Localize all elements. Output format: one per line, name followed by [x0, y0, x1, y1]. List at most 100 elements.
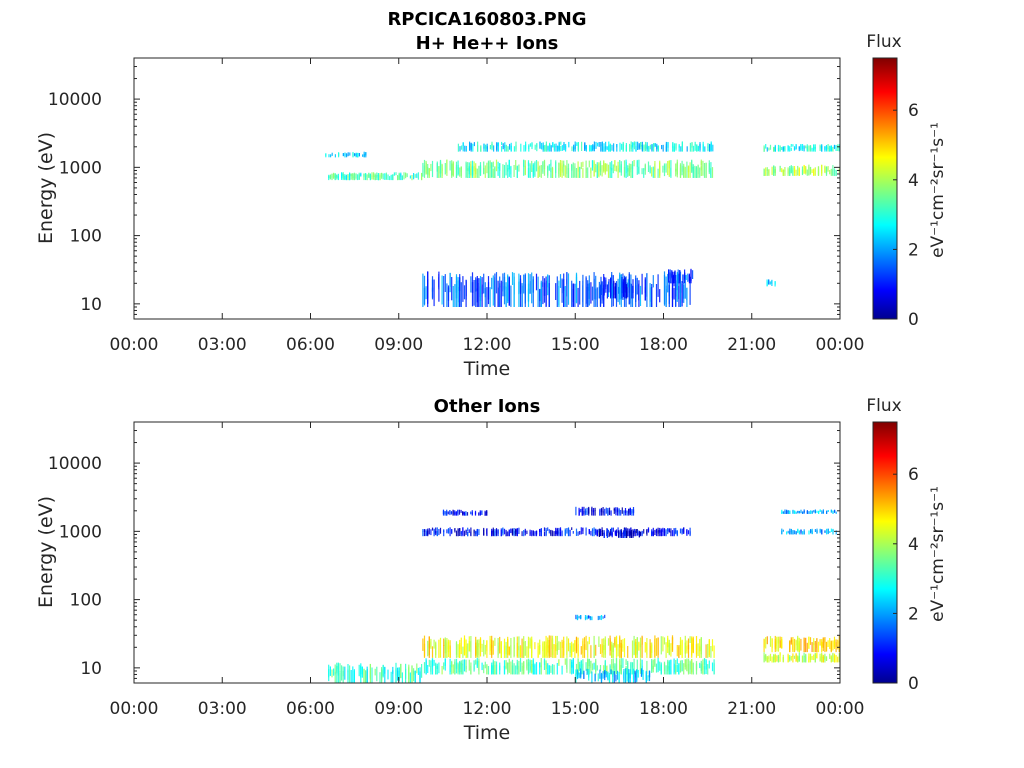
flux-streak: [523, 145, 525, 152]
flux-streak: [835, 530, 837, 535]
flux-streak: [455, 642, 458, 658]
flux-streak: [700, 637, 702, 655]
flux-streak: [450, 512, 453, 515]
flux-streak: [787, 510, 789, 514]
flux-streak: [555, 143, 557, 148]
flux-streak: [652, 275, 654, 288]
flux-streak: [411, 665, 413, 683]
flux-streak: [374, 173, 376, 181]
flux-streak: [421, 175, 423, 180]
flux-streak: [443, 276, 445, 307]
flux-streak: [551, 639, 554, 649]
flux-band: [328, 662, 423, 683]
flux-streak: [599, 166, 602, 176]
flux-streak: [622, 530, 624, 535]
flux-streak: [425, 162, 427, 175]
flux-streak: [605, 277, 607, 287]
flux-streak: [569, 529, 571, 537]
flux-streak: [606, 146, 608, 150]
flux-streak: [800, 511, 802, 514]
flux-streak: [830, 528, 832, 532]
flux-streak: [344, 174, 346, 181]
flux-streak: [811, 642, 813, 652]
flux-streak: [803, 165, 805, 174]
flux-streak: [507, 164, 509, 172]
flux-streak: [539, 165, 541, 177]
flux-streak: [489, 167, 491, 178]
flux-streak: [644, 164, 646, 171]
flux-streak: [433, 659, 435, 666]
flux-streak: [423, 662, 426, 674]
flux-streak: [637, 669, 639, 678]
flux-streak: [619, 529, 621, 534]
flux-streak: [638, 145, 640, 150]
flux-streak: [601, 165, 603, 177]
flux-streak: [668, 528, 670, 532]
flux-streak: [342, 666, 344, 677]
flux-streak: [646, 660, 648, 675]
flux-streak: [813, 642, 815, 653]
flux-streak: [534, 642, 536, 650]
flux-streak: [646, 146, 648, 150]
flux-streak: [521, 531, 523, 537]
flux-streak: [494, 529, 496, 537]
flux-streak: [708, 640, 710, 658]
flux-streak: [611, 531, 613, 536]
flux-streak: [381, 173, 383, 178]
flux-streak: [598, 531, 600, 537]
flux-streak: [497, 166, 499, 176]
flux-streak: [600, 276, 602, 292]
flux-streak: [571, 665, 573, 675]
flux-streak: [636, 659, 638, 673]
flux-streak: [588, 636, 590, 645]
flux-streak: [813, 638, 815, 646]
flux-streak: [486, 640, 488, 648]
flux-streak: [683, 663, 685, 675]
flux-streak: [487, 166, 490, 178]
flux-streak: [644, 277, 646, 293]
flux-streak: [458, 509, 461, 515]
flux-streak: [676, 658, 678, 665]
flux-streak: [543, 161, 546, 169]
flux-streak: [331, 669, 333, 678]
flux-streak: [444, 274, 446, 292]
flux-streak: [550, 635, 552, 658]
flux-streak: [539, 662, 541, 675]
flux-streak: [447, 645, 450, 658]
flux-streak: [683, 282, 685, 299]
flux-streak: [454, 528, 456, 531]
flux-streak: [777, 654, 780, 659]
flux-streak: [567, 528, 570, 532]
flux-streak: [610, 528, 612, 536]
flux-streak: [630, 283, 632, 299]
flux-streak: [628, 272, 630, 305]
flux-streak: [443, 530, 445, 537]
flux-streak: [465, 659, 467, 670]
flux-streak: [422, 638, 424, 651]
flux-streak: [624, 510, 627, 513]
flux-streak: [819, 639, 821, 646]
flux-streak: [499, 276, 501, 288]
flux-streak: [333, 175, 335, 179]
flux-streak: [541, 142, 543, 150]
y-tick-label: 10: [80, 659, 102, 679]
flux-streak: [691, 142, 693, 149]
flux-streak: [781, 168, 783, 173]
flux-streak: [524, 641, 526, 656]
flux-streak: [550, 665, 552, 673]
flux-band: [328, 172, 423, 181]
flux-streak: [641, 168, 643, 175]
flux-streak: [501, 146, 503, 152]
flux-streak: [556, 663, 558, 675]
flux-streak: [686, 530, 688, 536]
flux-streak: [513, 663, 515, 675]
flux-streak: [622, 658, 624, 668]
flux-streak: [632, 509, 635, 516]
flux-streak: [446, 529, 448, 534]
flux-streak: [794, 511, 796, 514]
flux-streak: [392, 670, 394, 683]
flux-streak: [524, 284, 526, 307]
flux-streak: [461, 145, 463, 150]
flux-streak: [814, 144, 816, 149]
flux-streak: [694, 141, 696, 146]
